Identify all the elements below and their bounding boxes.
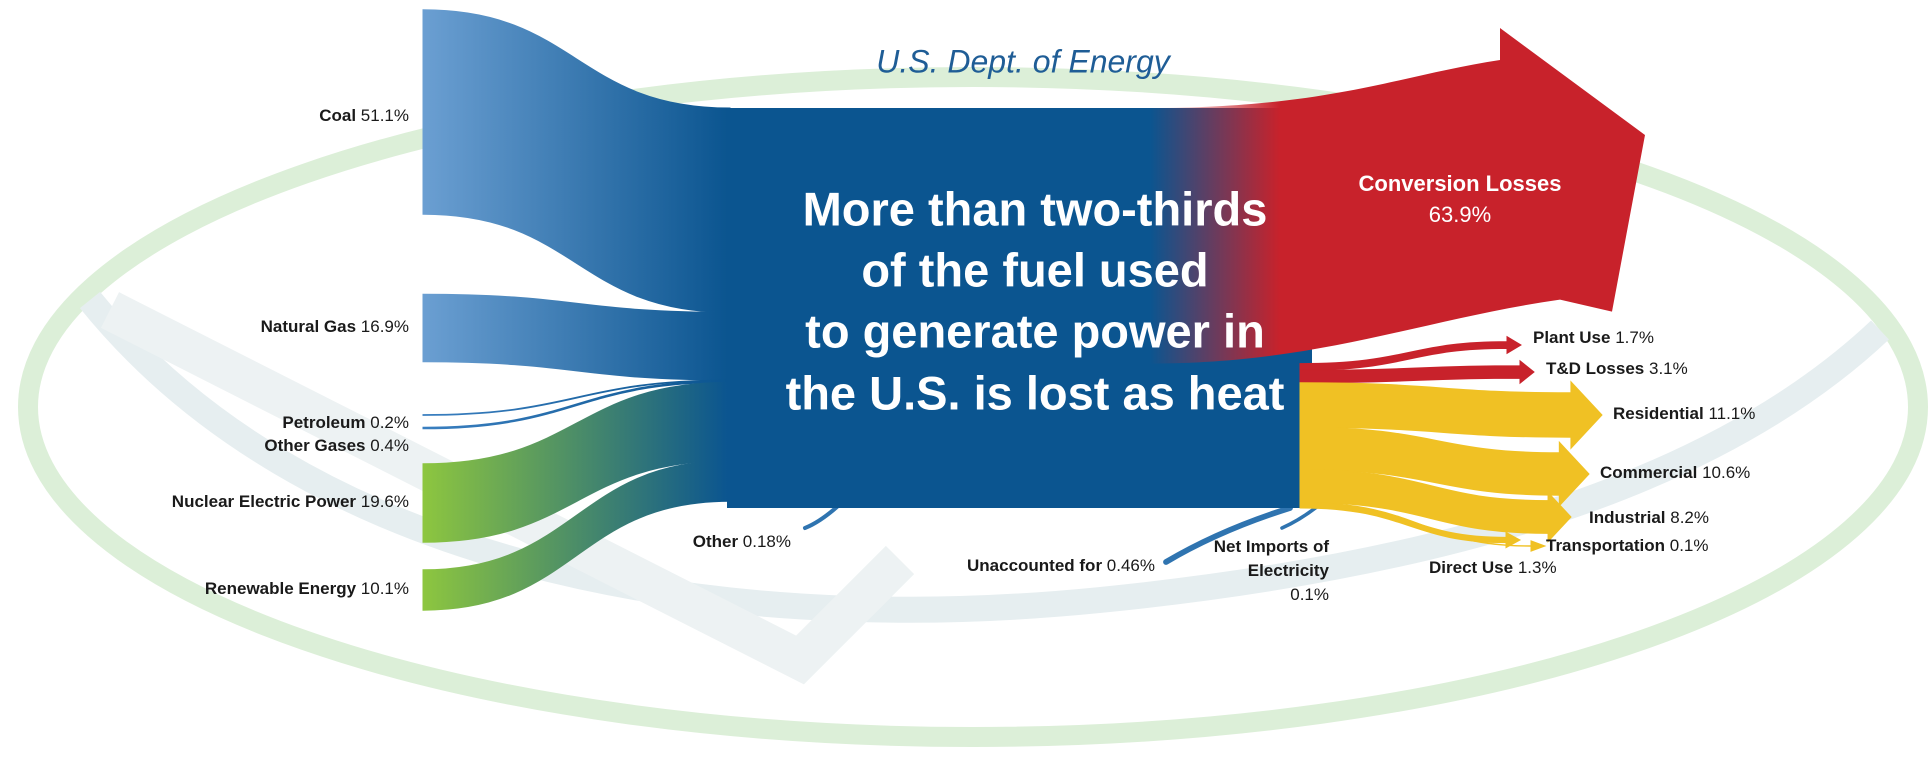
label-name: Natural Gas [261, 317, 356, 336]
label-name: Coal [319, 106, 356, 125]
source-label: Natural Gas 16.9% [261, 317, 409, 336]
chart: Coal 51.1% Natural Gas 16.9% Petroleum 0.2… [0, 0, 1931, 764]
headline: of the fuel used [861, 243, 1208, 296]
label-name: Commercial [1600, 463, 1697, 482]
output-label: T&D Losses 3.1% [1546, 359, 1688, 378]
label-name: Net Imports of Electricity [1199, 535, 1329, 583]
label-name: Industrial [1589, 508, 1666, 527]
label-name: Nuclear Electric Power [172, 492, 357, 511]
label-value: 3.1% [1649, 359, 1688, 378]
output-label-value: 63.9% [1429, 202, 1491, 227]
minor-label: Unaccounted for 0.46% [967, 556, 1155, 575]
chart-title: U.S. Dept. of Energy [876, 43, 1171, 79]
output-label: Industrial 8.2% [1589, 508, 1709, 527]
label-name: Unaccounted for [967, 556, 1102, 575]
headline: to generate power in [805, 304, 1265, 357]
label-value: 19.6% [361, 492, 409, 511]
output-label-name: Conversion Losses [1359, 171, 1562, 196]
source-label: Renewable Energy 10.1% [205, 579, 409, 598]
label-name: Residential [1613, 404, 1704, 423]
source-label: Nuclear Electric Power 19.6% [172, 492, 409, 511]
minor-flow [805, 506, 838, 528]
label-value: 0.4% [370, 436, 409, 455]
label-name: Transportation [1546, 536, 1665, 555]
label-value: 11.1% [1708, 404, 1755, 423]
minor-label: Other 0.18% [693, 532, 791, 551]
label-value: 16.9% [361, 317, 409, 336]
output-label: Commercial 10.6% [1600, 463, 1750, 482]
label-value: 0.46% [1107, 556, 1155, 575]
output-label: Transportation 0.1% [1546, 536, 1709, 555]
headline: the U.S. is lost as heat [786, 366, 1285, 419]
label-value: 10.6% [1702, 463, 1750, 482]
minor-label: Net Imports of Electricity 0.1% [1199, 535, 1329, 607]
label-name: Direct Use [1429, 558, 1513, 577]
label-value: 10.1% [361, 579, 409, 598]
label-value: 1.3% [1518, 558, 1557, 577]
output-label: Residential 11.1% [1613, 404, 1755, 423]
label-name: Petroleum [282, 413, 365, 432]
label-value: 8.2% [1670, 508, 1709, 527]
headline: More than two-thirds [803, 182, 1268, 235]
source-label: Petroleum 0.2% [282, 413, 409, 432]
label-value: 0.18% [743, 532, 791, 551]
label-value: 0.1% [1670, 536, 1709, 555]
label-name: Renewable Energy [205, 579, 357, 598]
source-label: Coal 51.1% [319, 106, 409, 125]
label-name: T&D Losses [1546, 359, 1644, 378]
label-name: Other Gases [264, 436, 365, 455]
label-value: 0.1% [1290, 585, 1329, 604]
source-flow [423, 10, 730, 313]
label-name: Other [693, 532, 739, 551]
output-label: Direct Use 1.3% [1429, 558, 1557, 577]
label-value: 0.2% [370, 413, 409, 432]
page: Coal 51.1% Natural Gas 16.9% Petroleum 0.2… [0, 0, 1931, 764]
label-name: Plant Use [1533, 328, 1610, 347]
label-value: 1.7% [1615, 328, 1654, 347]
label-value: 51.1% [361, 106, 409, 125]
source-label: Other Gases 0.4% [264, 436, 409, 455]
output-label: Plant Use 1.7% [1533, 328, 1654, 347]
